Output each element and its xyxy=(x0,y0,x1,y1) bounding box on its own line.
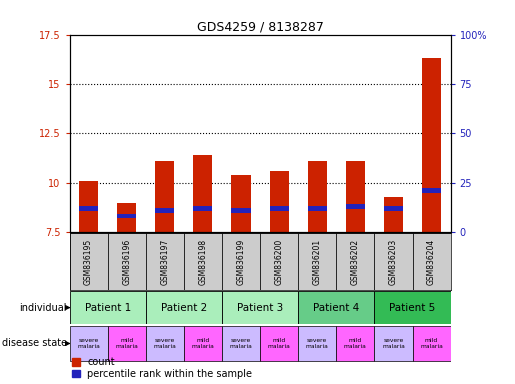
Text: severe
malaria: severe malaria xyxy=(77,338,100,349)
Bar xyxy=(384,206,403,210)
Bar xyxy=(146,326,184,361)
Text: GSM836200: GSM836200 xyxy=(274,238,284,285)
Text: GSM836197: GSM836197 xyxy=(160,238,169,285)
Bar xyxy=(108,233,146,290)
Text: severe
malaria: severe malaria xyxy=(306,338,329,349)
Text: individual: individual xyxy=(20,303,67,313)
Text: mild
malaria: mild malaria xyxy=(268,338,290,349)
Text: GSM836198: GSM836198 xyxy=(198,238,208,285)
Text: Patient 5: Patient 5 xyxy=(389,303,436,313)
Bar xyxy=(232,175,251,232)
Bar xyxy=(384,197,403,232)
Text: GSM836196: GSM836196 xyxy=(122,238,131,285)
Bar xyxy=(232,208,251,212)
Bar xyxy=(374,326,413,361)
Bar xyxy=(156,161,175,232)
Bar xyxy=(298,291,374,324)
Bar xyxy=(308,161,327,232)
Bar xyxy=(270,171,289,232)
Bar xyxy=(260,326,298,361)
Text: severe
malaria: severe malaria xyxy=(382,338,405,349)
Bar xyxy=(184,233,222,290)
Text: mild
malaria: mild malaria xyxy=(115,338,138,349)
Text: mild
malaria: mild malaria xyxy=(344,338,367,349)
Bar xyxy=(374,291,451,324)
Text: Patient 4: Patient 4 xyxy=(313,303,359,313)
Bar xyxy=(336,233,374,290)
Bar xyxy=(117,203,136,232)
Bar xyxy=(222,291,298,324)
Text: disease state: disease state xyxy=(2,338,67,349)
Bar xyxy=(70,291,146,324)
Text: severe
malaria: severe malaria xyxy=(153,338,176,349)
Bar xyxy=(222,233,260,290)
Bar xyxy=(270,206,289,210)
Text: mild
malaria: mild malaria xyxy=(420,338,443,349)
Bar xyxy=(374,233,413,290)
Bar xyxy=(336,326,374,361)
Text: Patient 2: Patient 2 xyxy=(161,303,207,313)
Bar xyxy=(222,326,260,361)
Text: GSM836204: GSM836204 xyxy=(427,238,436,285)
Bar xyxy=(146,291,222,324)
Title: GDS4259 / 8138287: GDS4259 / 8138287 xyxy=(197,20,323,33)
Bar xyxy=(422,189,441,193)
Bar xyxy=(70,233,108,290)
Bar xyxy=(346,204,365,209)
Bar xyxy=(79,206,98,210)
Bar xyxy=(298,233,336,290)
Text: Patient 1: Patient 1 xyxy=(84,303,131,313)
Bar xyxy=(194,206,213,210)
Bar xyxy=(413,326,451,361)
Text: mild
malaria: mild malaria xyxy=(192,338,214,349)
Bar xyxy=(117,214,136,218)
Bar xyxy=(79,181,98,232)
Bar xyxy=(146,233,184,290)
Bar xyxy=(156,208,175,212)
Legend: count, percentile rank within the sample: count, percentile rank within the sample xyxy=(72,357,252,379)
Text: severe
malaria: severe malaria xyxy=(230,338,252,349)
Bar xyxy=(346,161,365,232)
Bar xyxy=(413,233,451,290)
Bar xyxy=(194,155,213,232)
Bar xyxy=(108,326,146,361)
Bar xyxy=(260,233,298,290)
Text: GSM836199: GSM836199 xyxy=(236,238,246,285)
Text: GSM836201: GSM836201 xyxy=(313,238,322,285)
Text: GSM836202: GSM836202 xyxy=(351,238,360,285)
Bar xyxy=(308,206,327,210)
Bar xyxy=(184,326,222,361)
Bar xyxy=(298,326,336,361)
Bar xyxy=(70,326,108,361)
Bar xyxy=(422,58,441,232)
Text: GSM836195: GSM836195 xyxy=(84,238,93,285)
Text: Patient 3: Patient 3 xyxy=(237,303,283,313)
Text: GSM836203: GSM836203 xyxy=(389,238,398,285)
